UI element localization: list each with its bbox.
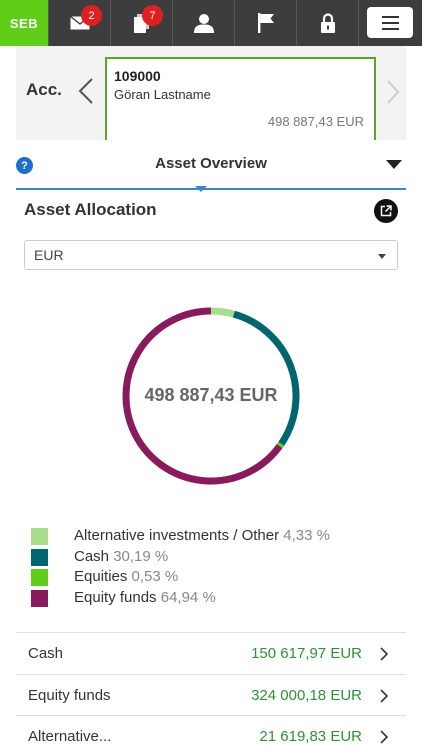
account-balance: 498 887,43 EUR bbox=[267, 114, 364, 129]
asset-allocation-title: Asset Allocation bbox=[24, 200, 157, 219]
top-bar: SEB 2 7 bbox=[0, 0, 422, 46]
account-selector: Acc. 109000 Göran Lastname 498 887,43 EU… bbox=[16, 46, 406, 140]
account-card[interactable]: 109000 Göran Lastname 498 887,43 EUR bbox=[105, 57, 376, 140]
legend-label: Alternative investments / Other bbox=[74, 527, 280, 544]
hamburger-menu-icon bbox=[381, 15, 399, 18]
user-icon bbox=[193, 13, 214, 33]
select-caret-icon bbox=[378, 254, 386, 259]
row-amount: 324 000,18 EUR bbox=[251, 686, 362, 704]
holdings-list: Cash 150 617,97 EUR Equity funds 324 000… bbox=[16, 632, 406, 750]
overview-title: Asset Overview bbox=[155, 155, 267, 172]
row-amount: 21 619,83 EUR bbox=[259, 728, 362, 745]
mail-badge: 2 bbox=[81, 5, 102, 26]
documents-button[interactable]: 7 bbox=[110, 0, 172, 46]
row-name: Equity funds bbox=[28, 686, 111, 704]
legend-percent: 30,19 % bbox=[113, 547, 169, 565]
lock-icon bbox=[320, 13, 335, 33]
lock-button[interactable] bbox=[296, 0, 358, 46]
legend-swatch bbox=[31, 528, 48, 545]
legend-swatch bbox=[31, 569, 48, 586]
pointer-indicator bbox=[195, 186, 207, 192]
donut-slice-equity-funds bbox=[122, 307, 283, 485]
donut-slice-alternative-investments-other bbox=[210, 307, 235, 318]
account-holder: Göran Lastname bbox=[114, 87, 211, 102]
row-amount: 150 617,97 EUR bbox=[251, 645, 362, 662]
donut-slice-cash bbox=[232, 310, 300, 446]
chevron-right-icon bbox=[380, 730, 388, 744]
flag-button[interactable] bbox=[234, 0, 296, 46]
external-link-icon[interactable] bbox=[374, 199, 398, 223]
row-name: Alternative... bbox=[28, 728, 112, 745]
account-number: 109000 bbox=[114, 68, 161, 84]
legend-percent: 4,33 % bbox=[283, 527, 330, 544]
help-icon[interactable]: ? bbox=[16, 157, 33, 174]
chevron-right-icon[interactable] bbox=[386, 80, 400, 104]
legend-percent: 0,53 % bbox=[131, 568, 179, 585]
flag-icon bbox=[257, 13, 274, 33]
legend-percent: 64,94 % bbox=[160, 588, 216, 606]
legend-label: Cash bbox=[74, 547, 110, 565]
mail-button[interactable]: 2 bbox=[48, 0, 110, 46]
legend-swatch bbox=[31, 548, 48, 566]
chevron-right-icon bbox=[380, 647, 388, 661]
list-item-equity-funds[interactable]: Equity funds 324 000,18 EUR bbox=[16, 673, 406, 716]
chevron-left-icon[interactable] bbox=[78, 78, 94, 104]
donut-slice-equities bbox=[276, 441, 285, 449]
list-item-alternative[interactable]: Alternative... 21 619,83 EUR bbox=[16, 715, 406, 750]
account-label: Acc. bbox=[26, 80, 62, 99]
currency-value: EUR bbox=[34, 247, 64, 263]
logo-text: SEB bbox=[9, 15, 39, 31]
donut-total: 498 887,43 EUR bbox=[144, 385, 278, 405]
hamburger-menu-button[interactable] bbox=[367, 7, 413, 38]
chevron-right-icon bbox=[380, 688, 388, 703]
legend-label: Equities bbox=[74, 568, 128, 585]
profile-button[interactable] bbox=[172, 0, 234, 46]
documents-badge: 7 bbox=[142, 5, 163, 26]
seb-logo[interactable]: SEB bbox=[0, 0, 48, 46]
caret-down-icon[interactable] bbox=[386, 160, 402, 169]
allocation-donut-chart bbox=[122, 307, 300, 485]
list-item-cash[interactable]: Cash 150 617,97 EUR bbox=[16, 632, 406, 674]
currency-select[interactable]: EUR bbox=[24, 240, 398, 270]
legend-swatch bbox=[31, 589, 48, 607]
menu-button-area bbox=[358, 0, 418, 46]
legend-label: Equity funds bbox=[74, 588, 157, 606]
asset-overview-selector[interactable]: ? Asset Overview bbox=[16, 140, 406, 190]
row-name: Cash bbox=[28, 645, 64, 662]
